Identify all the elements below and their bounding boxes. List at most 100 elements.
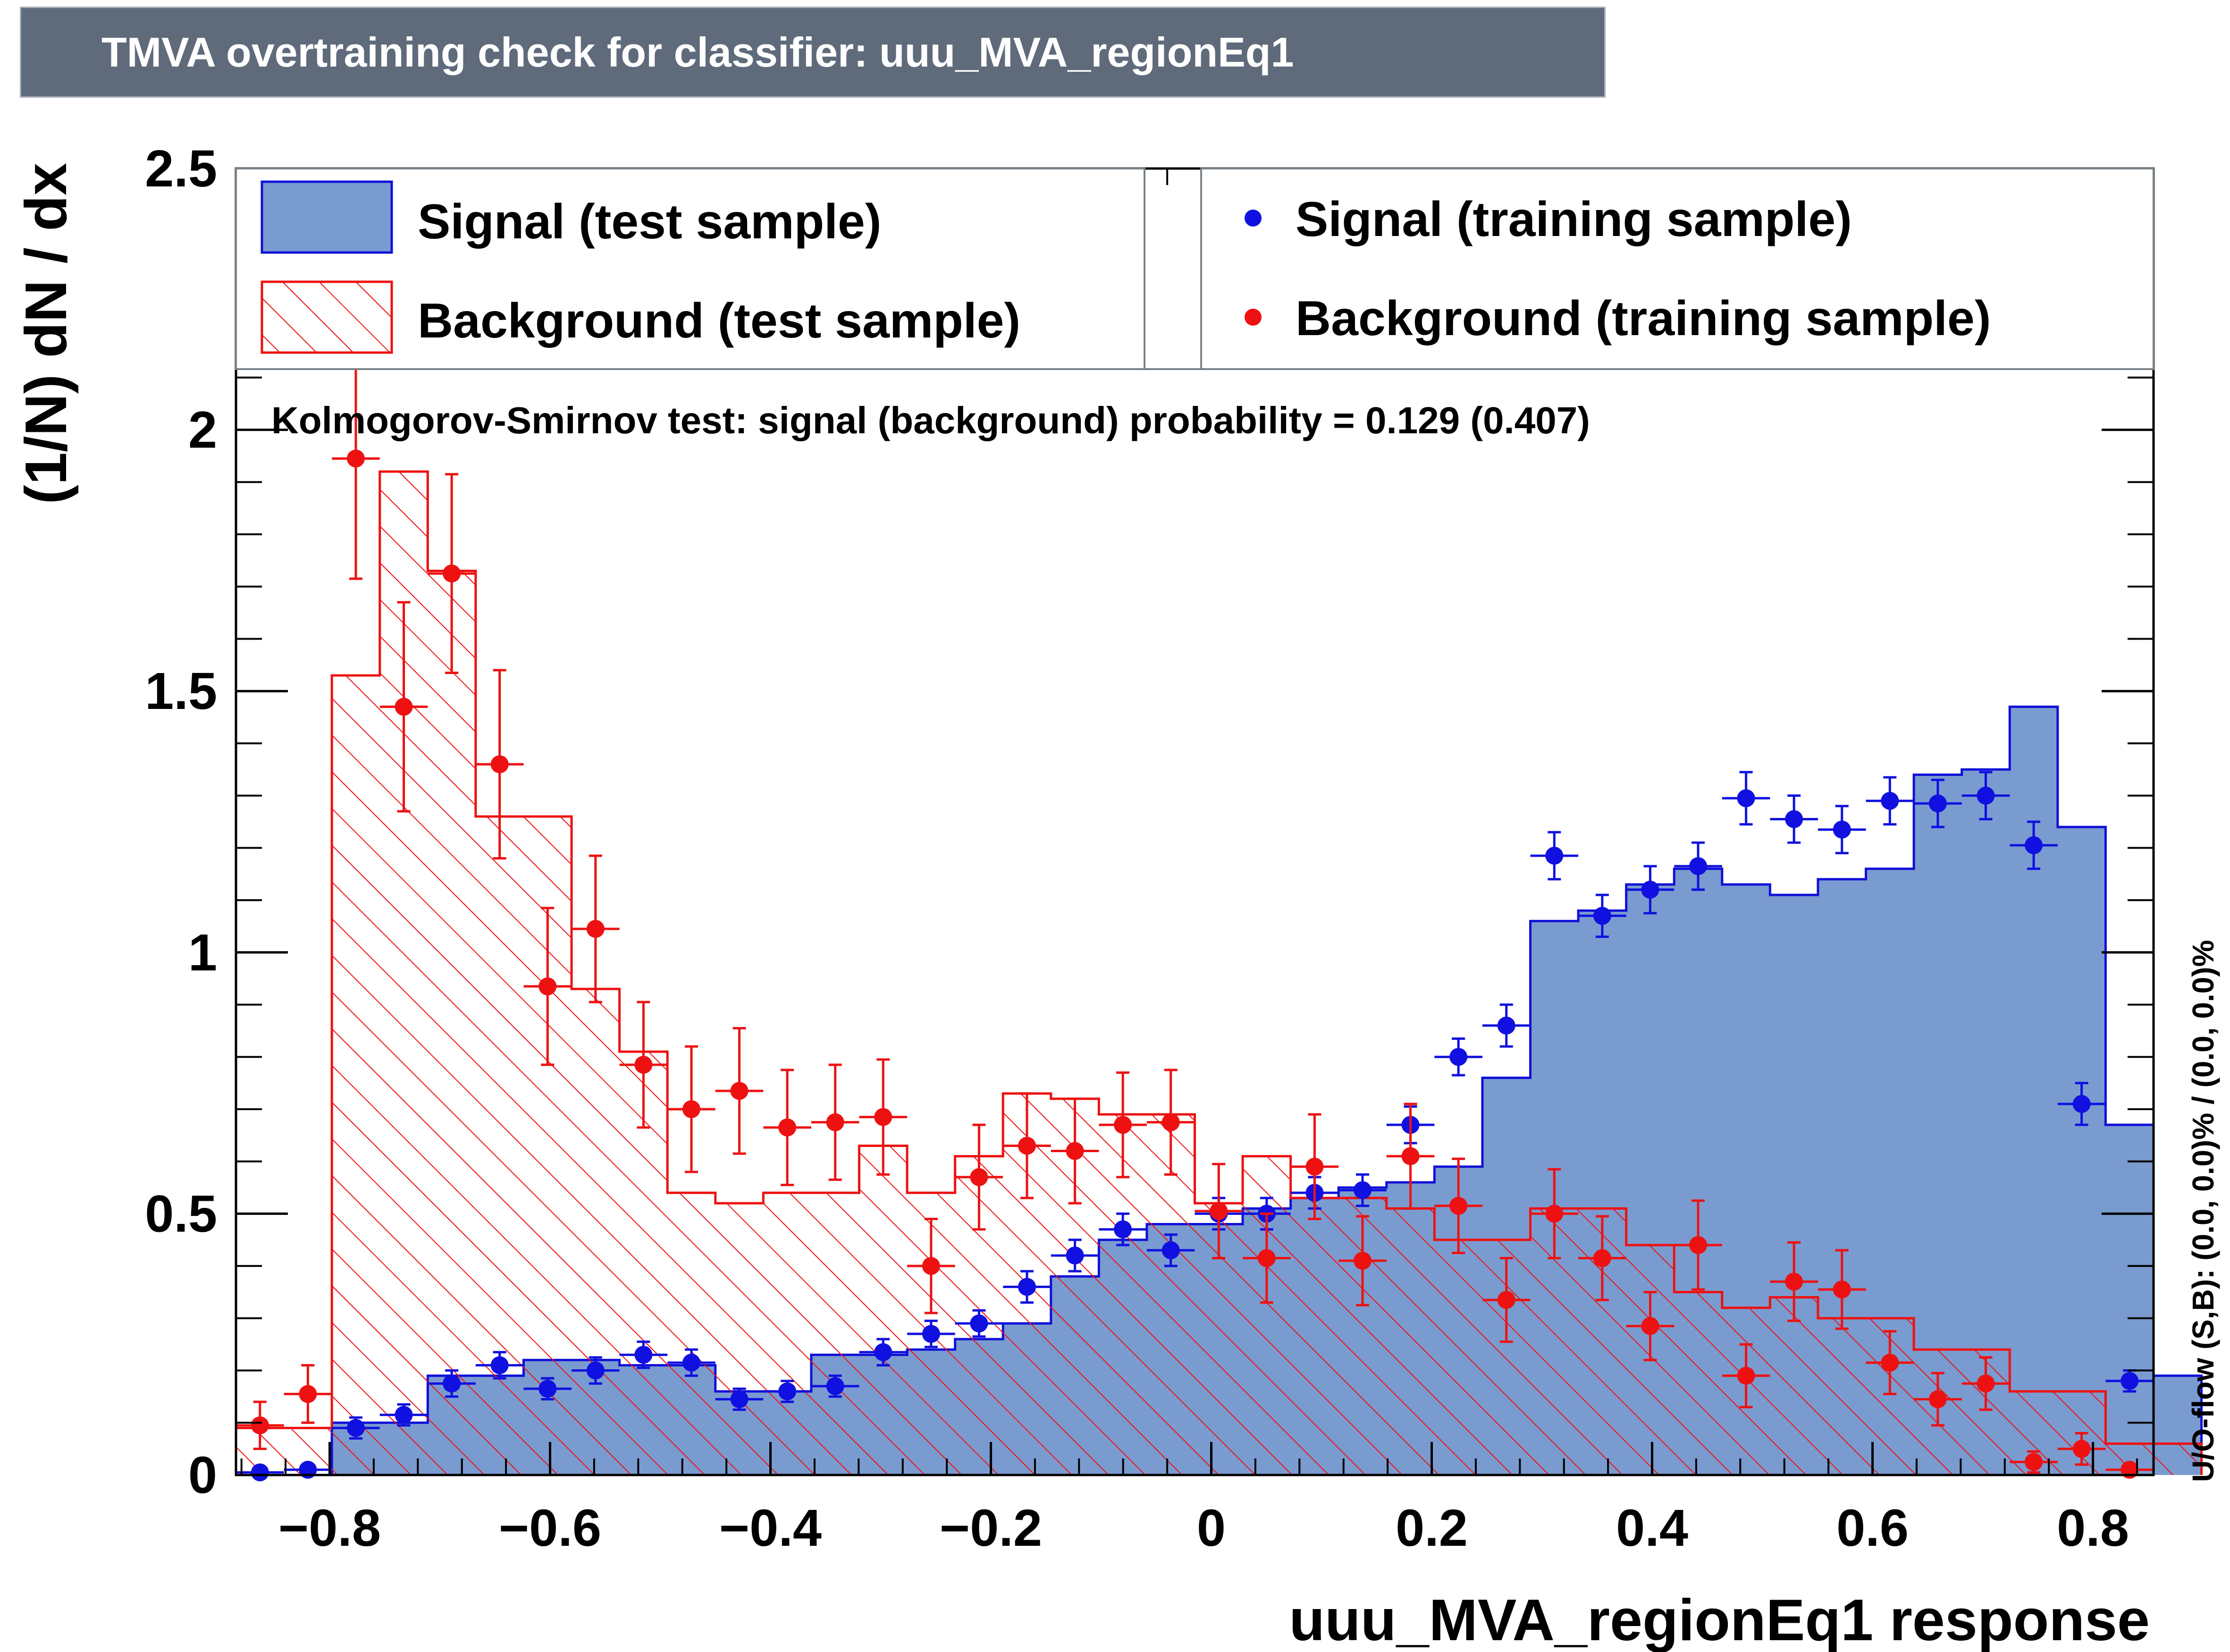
signal-training-point xyxy=(715,1387,764,1411)
background-training-point-marker xyxy=(299,1385,317,1403)
background-training-point-marker xyxy=(1114,1116,1132,1134)
signal-training-point xyxy=(667,1348,715,1377)
background-training-point xyxy=(284,1364,332,1424)
background-training-point-marker xyxy=(1497,1291,1515,1309)
background-training-point-marker xyxy=(1401,1147,1420,1165)
signal-training-point xyxy=(1626,865,1675,915)
background-training-point-marker xyxy=(490,755,509,774)
y-tick-label: 1 xyxy=(188,924,217,982)
background-training-point xyxy=(1626,1290,1675,1361)
background-training-point xyxy=(1914,1372,1962,1427)
signal-training-point-marker xyxy=(1593,907,1611,925)
background-training-point-marker xyxy=(395,698,413,716)
background-training-point-marker xyxy=(539,977,557,995)
signal-training-point-marker xyxy=(539,1380,557,1398)
legend-label-background-test: Background (test sample) xyxy=(418,294,1020,348)
signal-training-point-marker xyxy=(346,1419,365,1437)
background-training-point xyxy=(1051,1097,1099,1205)
signal-training-point xyxy=(332,1416,380,1440)
x-tick-label: 0.8 xyxy=(2057,1499,2129,1557)
signal-training-point xyxy=(379,1403,428,1427)
signal-training-point-marker xyxy=(1066,1246,1084,1264)
background-training-point-marker xyxy=(1305,1157,1324,1176)
y-tick-label: 2 xyxy=(188,401,217,459)
background-training-point-marker xyxy=(826,1113,844,1131)
background-training-point xyxy=(475,669,524,860)
signal-training-point-marker xyxy=(586,1361,605,1380)
background-training-point-marker xyxy=(1354,1252,1372,1270)
signal-training-point xyxy=(1961,771,2010,820)
legend-swatch-signal-test xyxy=(261,180,393,254)
signal-training-point xyxy=(428,1369,476,1398)
background-training-point-marker xyxy=(1018,1137,1036,1155)
signal-training-point-marker xyxy=(1785,810,1803,828)
background-training-point-marker xyxy=(1210,1202,1228,1220)
background-training-point-marker xyxy=(443,565,461,583)
background-training-point xyxy=(859,1058,908,1176)
signal-training-point-marker xyxy=(634,1346,653,1364)
signal-training-point-marker xyxy=(1449,1048,1468,1066)
background-training-point xyxy=(1722,1343,1770,1408)
signal-training-point-marker xyxy=(1161,1241,1180,1259)
background-training-point xyxy=(763,1069,811,1187)
background-training-point xyxy=(572,854,620,1003)
background-training-point-marker xyxy=(1977,1374,1995,1393)
signal-training-point xyxy=(955,1309,1003,1338)
signal-training-point-marker xyxy=(874,1343,892,1361)
signal-training-point-marker xyxy=(490,1356,509,1374)
background-training-point xyxy=(1674,1199,1722,1291)
signal-training-point-marker xyxy=(1737,789,1755,808)
signal-training-point-marker xyxy=(1354,1181,1372,1199)
signal-training-point-marker xyxy=(443,1374,461,1393)
y-axis-label: (1/N) dN / dx xyxy=(14,163,79,504)
signal-training-point-marker xyxy=(730,1390,749,1408)
signal-training-point xyxy=(1051,1239,1099,1273)
background-training-point xyxy=(1818,1249,1866,1330)
background-training-point xyxy=(955,1123,1003,1231)
signal-training-point-marker xyxy=(1018,1278,1036,1296)
x-tick-label: 0.2 xyxy=(1396,1499,1468,1557)
background-training-point-marker xyxy=(1066,1142,1084,1160)
legend-swatch-background-test xyxy=(261,280,393,354)
legend-marker-signal-training xyxy=(1245,210,1262,227)
x-tick-label: −0.6 xyxy=(499,1499,601,1557)
background-training-point xyxy=(428,473,476,674)
background-training-point-marker xyxy=(1593,1249,1611,1267)
background-training-point-marker xyxy=(1928,1390,1947,1408)
signal-training-point xyxy=(1578,893,1626,938)
ks-test-text: Kolmogorov-Smirnov test: signal (backgro… xyxy=(271,399,1590,441)
background-training-point-marker xyxy=(1689,1236,1708,1254)
chart-title-bar: TMVA overtraining check for classifier: … xyxy=(20,7,1606,98)
signal-test-fill xyxy=(236,707,2202,1475)
background-training-point xyxy=(1338,1215,1387,1306)
signal-training-point xyxy=(1146,1233,1195,1267)
plot-frame xyxy=(235,167,2155,1476)
background-training-point-marker xyxy=(1161,1113,1180,1131)
background-training-point xyxy=(1530,1168,1579,1260)
background-training-point-marker xyxy=(1785,1273,1803,1291)
signal-training-point-marker xyxy=(1497,1016,1515,1035)
background-training-point xyxy=(1195,1163,1243,1260)
overflow-label: U/O-flow (S,B): (0.0, 0.0)% / (0.0, 0.0)… xyxy=(2186,940,2220,1482)
background-training-point xyxy=(1290,1113,1339,1220)
background-training-point xyxy=(1770,1241,1818,1322)
signal-training-point xyxy=(523,1377,572,1400)
signal-training-point xyxy=(1818,805,1866,854)
signal-training-point xyxy=(572,1356,620,1385)
signal-training-point-marker xyxy=(251,1463,269,1482)
signal-training-point-marker xyxy=(1641,880,1659,899)
background-training-point xyxy=(332,337,380,580)
background-training-point-marker xyxy=(1641,1317,1659,1335)
background-training-point xyxy=(1099,1071,1147,1179)
signal-training-point-marker xyxy=(1881,792,1899,810)
background-training-point-marker xyxy=(251,1416,269,1434)
background-training-point xyxy=(907,1217,955,1315)
background-training-point-marker xyxy=(346,449,365,468)
background-training-point xyxy=(811,1063,859,1181)
signal-training-point xyxy=(907,1319,955,1349)
background-training-point xyxy=(1961,1356,2010,1411)
y-tick-label: 0.5 xyxy=(145,1185,217,1243)
signal-training-point xyxy=(811,1374,859,1398)
signal-training-point xyxy=(1099,1212,1147,1247)
legend-label-signal-test: Signal (test sample) xyxy=(418,194,881,249)
